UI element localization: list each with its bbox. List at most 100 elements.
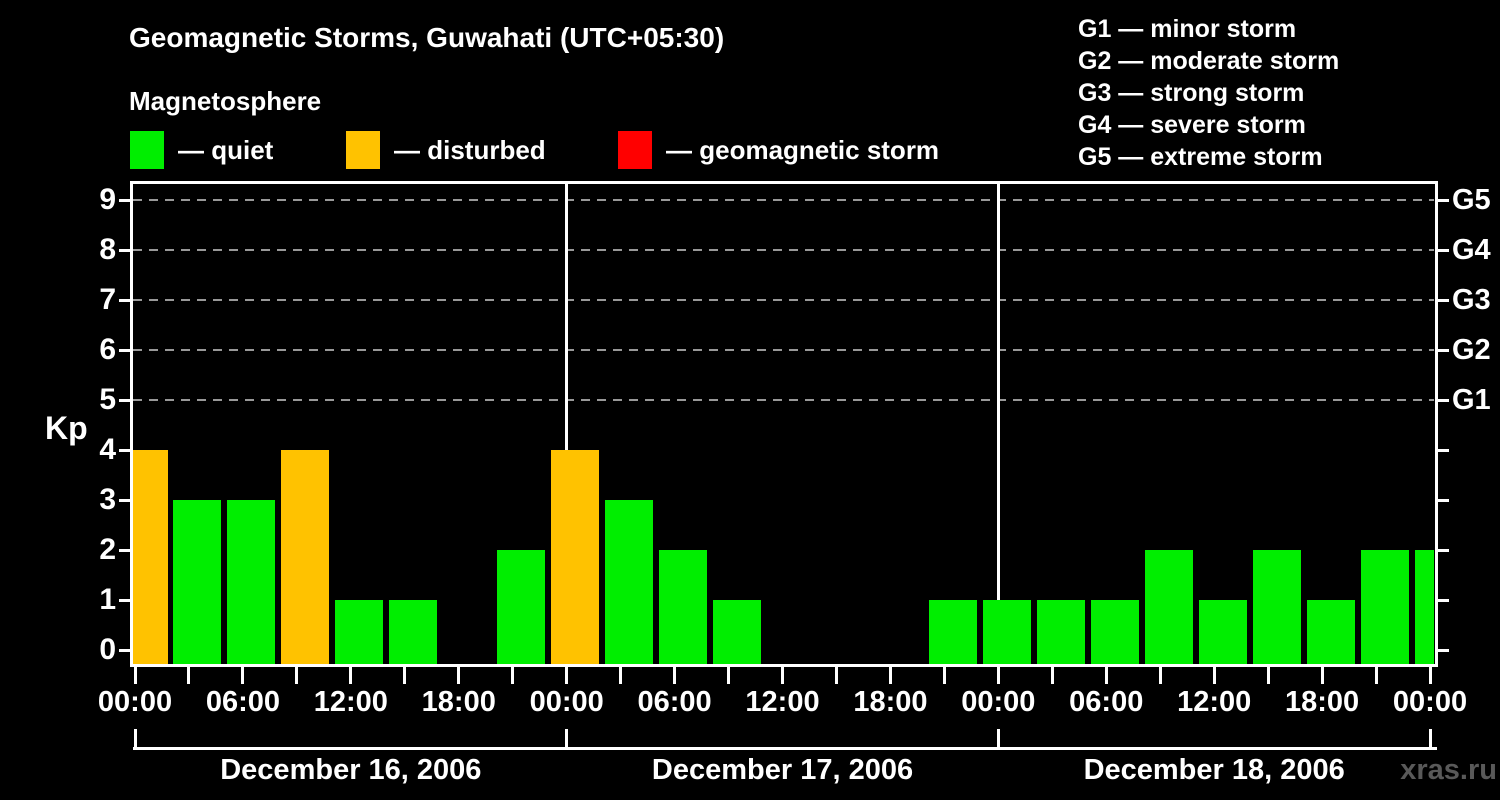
kp-bar bbox=[1360, 550, 1409, 667]
x-tick bbox=[1428, 667, 1432, 684]
x-tick bbox=[673, 667, 677, 684]
kp-bar bbox=[1144, 550, 1193, 667]
kp-bar bbox=[928, 600, 977, 667]
kp-bar bbox=[227, 500, 276, 667]
y-tick-right bbox=[1438, 348, 1449, 352]
watermark: xras.ru bbox=[1400, 754, 1497, 786]
x-tick bbox=[241, 667, 245, 684]
kp-bar bbox=[281, 450, 330, 667]
kp-bar bbox=[133, 450, 168, 667]
x-tick bbox=[888, 667, 892, 684]
y-tick-left bbox=[119, 598, 130, 602]
y-tick-left bbox=[119, 648, 130, 652]
right-axis-label-G2: G2 bbox=[1452, 334, 1491, 366]
x-tick-label: 06:00 bbox=[1069, 686, 1144, 718]
x-tick-label: 06:00 bbox=[637, 686, 712, 718]
y-tick-left bbox=[119, 398, 130, 402]
kp-bar bbox=[551, 450, 600, 667]
chart-subtitle: Magnetosphere bbox=[129, 86, 322, 116]
y-tick-right bbox=[1438, 198, 1449, 202]
gridline-kp7 bbox=[133, 299, 1434, 301]
date-label: December 16, 2006 bbox=[220, 754, 482, 786]
x-tick bbox=[349, 667, 353, 684]
legend-swatch-storm bbox=[618, 131, 652, 169]
day-boundary-line bbox=[996, 184, 1000, 664]
legend-item: — quiet bbox=[130, 131, 273, 169]
storm-scale-line: G3 — strong storm bbox=[1078, 79, 1305, 107]
y-tick-right bbox=[1438, 498, 1449, 502]
x-tick bbox=[187, 667, 191, 684]
x-tick bbox=[403, 667, 407, 684]
y-tick-right bbox=[1438, 448, 1449, 452]
legend-item: — geomagnetic storm bbox=[618, 131, 939, 169]
x-tick-label: 00:00 bbox=[97, 686, 173, 718]
x-tick bbox=[619, 667, 623, 684]
kp-bar bbox=[605, 500, 654, 667]
y-axis-right bbox=[1435, 181, 1438, 667]
y-axis-left bbox=[130, 181, 133, 667]
x-tick-label: 12:00 bbox=[745, 686, 820, 718]
x-tick bbox=[1320, 667, 1324, 684]
kp-bar bbox=[982, 600, 1031, 667]
date-axis-tick bbox=[133, 729, 137, 747]
x-tick-label: 18:00 bbox=[421, 686, 496, 718]
y-tick-right bbox=[1438, 598, 1449, 602]
y-tick-label: 8 bbox=[99, 233, 116, 266]
x-tick bbox=[1050, 667, 1054, 684]
kp-bar bbox=[389, 600, 438, 667]
kp-bar bbox=[659, 550, 708, 667]
y-tick-right bbox=[1438, 298, 1449, 302]
x-tick bbox=[942, 667, 946, 684]
x-tick bbox=[1104, 667, 1108, 684]
legend-label: — disturbed bbox=[394, 135, 546, 165]
kp-bar bbox=[1306, 600, 1355, 667]
y-tick-left bbox=[119, 448, 130, 452]
chart-title: Geomagnetic Storms, Guwahati (UTC+05:30) bbox=[129, 22, 725, 53]
x-tick bbox=[1158, 667, 1162, 684]
storm-scale-line: G2 — moderate storm bbox=[1078, 47, 1340, 75]
legend-label: — geomagnetic storm bbox=[666, 135, 940, 165]
storm-scale-line: G5 — extreme storm bbox=[1078, 143, 1323, 171]
y-tick-label: 3 bbox=[99, 483, 116, 516]
y-axis-label: Kp bbox=[45, 410, 88, 446]
y-tick-label: 4 bbox=[99, 433, 116, 466]
right-axis-label-G5: G5 bbox=[1452, 184, 1491, 216]
y-tick-left bbox=[119, 298, 130, 302]
x-tick bbox=[996, 667, 1000, 684]
legend-swatch-disturbed bbox=[346, 131, 380, 169]
kp-bar bbox=[173, 500, 222, 667]
y-tick-label: 7 bbox=[99, 283, 116, 316]
y-tick-label: 1 bbox=[99, 583, 116, 616]
kp-bar bbox=[1036, 600, 1085, 667]
x-tick bbox=[511, 667, 515, 684]
x-tick bbox=[133, 667, 137, 684]
gridline-kp6 bbox=[133, 349, 1434, 351]
gridline-kp9 bbox=[133, 199, 1434, 201]
storm-scale-line: G1 — minor storm bbox=[1078, 15, 1297, 43]
x-tick bbox=[1266, 667, 1270, 684]
storm-scale-line: G4 — severe storm bbox=[1078, 111, 1306, 139]
y-tick-label: 9 bbox=[99, 183, 116, 216]
date-axis-tick bbox=[1428, 729, 1432, 747]
right-axis-label-G4: G4 bbox=[1452, 234, 1491, 266]
right-axis-label-G1: G1 bbox=[1452, 384, 1491, 416]
storm-scale-legend: G1 — minor storm G2 — moderate storm G3 — … bbox=[1078, 13, 1339, 173]
x-tick bbox=[781, 667, 784, 684]
x-tick bbox=[1212, 667, 1216, 684]
x-tick bbox=[457, 667, 461, 684]
date-label: December 17, 2006 bbox=[651, 754, 914, 786]
x-tick-label: 12:00 bbox=[313, 686, 388, 718]
x-tick-label: 18:00 bbox=[853, 686, 928, 718]
y-tick-left bbox=[119, 198, 130, 202]
date-axis-tick bbox=[565, 729, 569, 747]
x-tick-label: 00:00 bbox=[529, 686, 604, 718]
y-tick-left bbox=[119, 548, 130, 552]
gridline-kp5 bbox=[133, 399, 1434, 401]
x-tick-label: 12:00 bbox=[1177, 686, 1252, 718]
x-tick bbox=[565, 667, 569, 684]
y-tick-label: 2 bbox=[99, 533, 116, 566]
y-tick-left bbox=[119, 348, 130, 352]
day-boundary-line bbox=[565, 184, 569, 664]
plot-border-bottom bbox=[130, 664, 1438, 667]
